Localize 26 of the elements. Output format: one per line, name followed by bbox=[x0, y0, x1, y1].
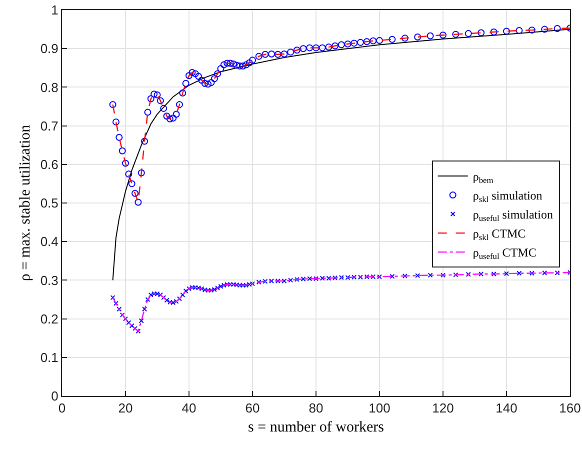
y-tick-label: 1 bbox=[51, 2, 58, 18]
x-tick-label: 40 bbox=[182, 400, 196, 416]
y-tick-label: 0.7 bbox=[40, 118, 58, 134]
x-axis-title: s = number of workers bbox=[248, 420, 384, 436]
y-tick-label: 0.2 bbox=[40, 311, 58, 326]
y-tick-label: 0.4 bbox=[40, 234, 58, 250]
x-tick-label: 60 bbox=[245, 400, 260, 416]
y-tick-label: 0.9 bbox=[40, 41, 58, 56]
legend-label: ρ$_{skl}$ CTMC bbox=[472, 226, 526, 242]
y-axis-title: ρ = max. stable utilization bbox=[18, 124, 34, 282]
y-tick-label: 0.3 bbox=[40, 272, 58, 288]
y-tick-label: 0.6 bbox=[40, 156, 58, 172]
y-tick-label: 0.5 bbox=[40, 196, 58, 211]
y-tick-label: 0.1 bbox=[40, 350, 58, 365]
x-tick-label: 140 bbox=[496, 400, 518, 416]
x-tick-label: 120 bbox=[432, 400, 454, 416]
x-tick-label: 80 bbox=[308, 400, 324, 416]
y-tick-label: 0 bbox=[51, 388, 58, 404]
x-tick-label: 160 bbox=[559, 400, 581, 416]
legend-label: ρ$_{useful}$ simulation bbox=[472, 208, 553, 224]
x-tick-label: 20 bbox=[118, 400, 133, 416]
legend-label: ρ$_{useful}$ CTMC bbox=[472, 246, 536, 262]
legend-label: ρ$_{bem}$ bbox=[472, 170, 494, 186]
y-tick-label: 0.8 bbox=[40, 80, 58, 95]
legend-label: ρ$_{skl}$ simulation bbox=[472, 188, 542, 204]
x-tick-label: 100 bbox=[368, 400, 390, 416]
